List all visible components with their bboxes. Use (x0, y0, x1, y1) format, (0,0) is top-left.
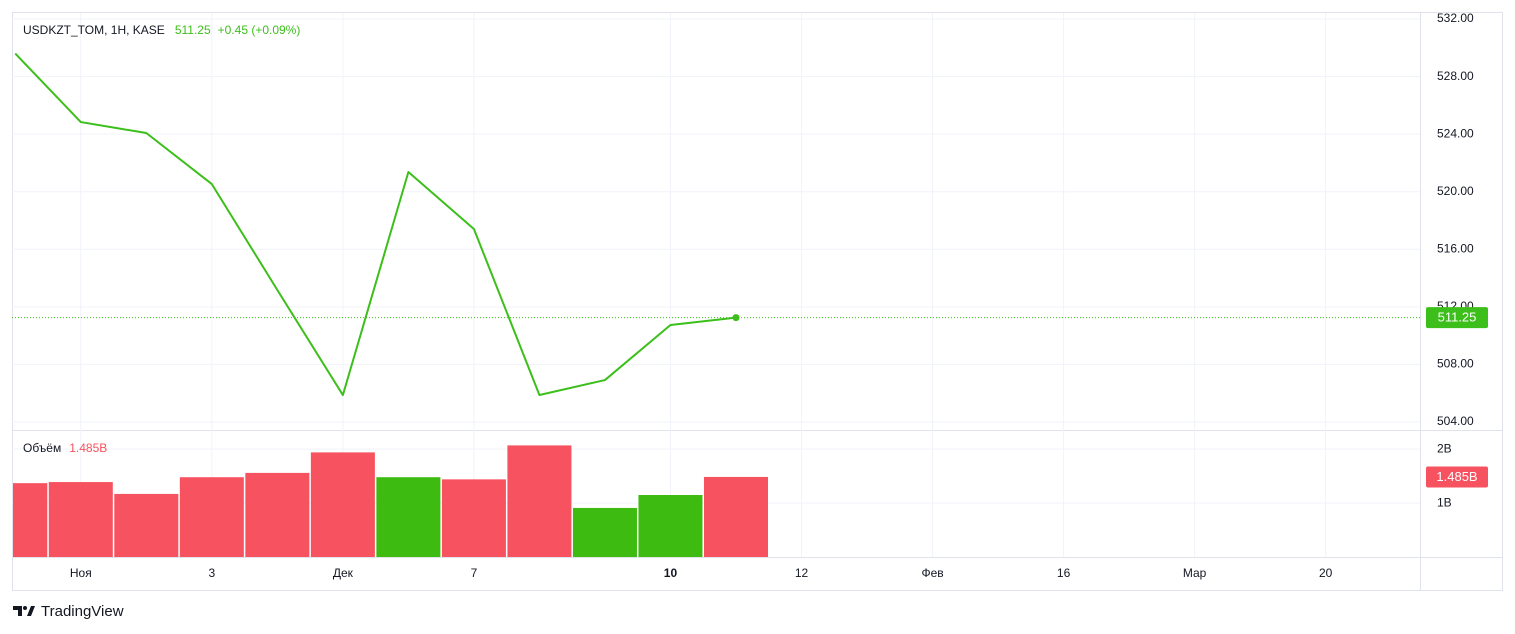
volume-bar (507, 445, 572, 557)
volume-bar (572, 507, 637, 557)
brand: TradingView (41, 603, 124, 620)
symbol-title: USDKZT_TOM, 1H, KASE (23, 23, 165, 37)
y-tick-label: 528.00 (1437, 69, 1474, 83)
price-label: 511.25 (1438, 310, 1477, 325)
volume-bar (13, 483, 48, 557)
y-tick-label: 504.00 (1437, 414, 1474, 428)
volume-label: 1.485B (1436, 469, 1477, 484)
x-tick-label: 12 (795, 566, 809, 580)
chart-frame (12, 12, 1503, 591)
y-tick-label: 2B (1437, 441, 1452, 455)
volume-bar (245, 472, 310, 557)
volume-bar (638, 495, 703, 557)
x-tick-label: Ноя (70, 566, 92, 580)
header-change: +0.45 (+0.09%) (218, 23, 301, 37)
volume-bar (179, 477, 244, 557)
last-point (732, 314, 740, 322)
y-tick-label: 524.00 (1437, 126, 1474, 140)
y-tick-label: 516.00 (1437, 241, 1474, 255)
volume-bar (114, 493, 179, 557)
volume-bar (376, 477, 441, 557)
tv-logo (13, 606, 35, 616)
x-tick-label: 16 (1057, 566, 1071, 580)
x-tick-label: 7 (471, 566, 478, 580)
x-tick-label: 3 (208, 566, 215, 580)
volume-value: 1.485B (69, 441, 107, 455)
y-tick-label: 532.00 (1437, 11, 1474, 25)
x-tick-label: Мар (1183, 566, 1207, 580)
volume-bar (48, 482, 113, 557)
price-label-box (1426, 307, 1488, 329)
volume-label-box (1426, 466, 1488, 488)
x-tick-label: 10 (664, 566, 678, 580)
y-tick-label: 1B (1437, 495, 1452, 509)
x-tick-label: 20 (1319, 566, 1333, 580)
header-price: 511.25 (175, 23, 211, 37)
y-tick-label: 520.00 (1437, 184, 1474, 198)
volume-bar (703, 476, 768, 557)
y-tick-label: 508.00 (1437, 357, 1474, 371)
volume-bar (310, 452, 375, 557)
x-tick-label: Дек (333, 566, 354, 580)
volume-title: Объём (23, 441, 61, 455)
x-tick-label: Фев (921, 566, 943, 580)
volume-bar (441, 479, 506, 557)
price-line (14, 52, 737, 397)
